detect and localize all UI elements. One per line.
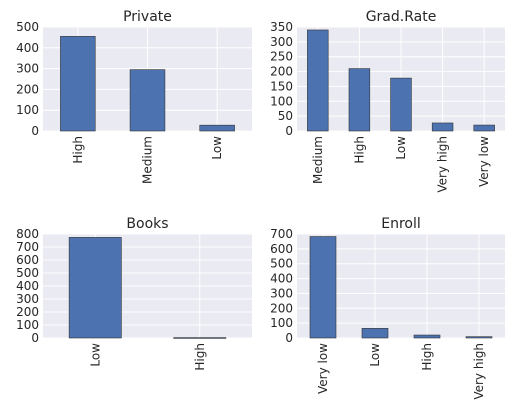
x-tick-label: High [71,136,85,164]
bar-medium [129,69,166,132]
x-tick-label: Low [368,343,382,367]
y-tick-label: 100 [270,94,293,108]
y-tick-label: 500 [16,266,39,280]
y-tick-label: 200 [16,82,39,96]
x-tick-label: Very high [436,136,450,193]
bar-very-high [431,122,454,132]
y-tick-label: 400 [270,272,293,286]
bar-high [60,36,96,132]
y-tick-label: 200 [270,65,293,79]
y-tick-label: 500 [16,20,39,34]
y-tick-label: 400 [16,41,39,55]
x-tick-label: Medium [141,136,155,184]
x-tick-label: High [193,343,207,371]
chart-title: Books [126,216,168,232]
x-tick-label: High [420,343,434,371]
y-tick-label: 300 [16,292,39,306]
x-tick-label: Very low [477,136,491,187]
bar-high [348,68,371,132]
x-tick-label: Medium [311,136,325,184]
bar-very-low [309,236,337,339]
y-tick-label: 300 [16,62,39,76]
y-tick-label: 150 [270,79,293,93]
y-tick-label: 100 [16,103,39,117]
bar-low [390,77,412,132]
y-tick-label: 0 [31,124,39,138]
y-tick-label: 600 [270,242,293,256]
y-tick-label: 0 [285,331,293,345]
chart-title: Enroll [381,216,421,232]
y-tick-label: 400 [16,279,39,293]
bar-high [173,337,227,339]
y-tick-label: 200 [16,305,39,319]
y-tick-label: 800 [16,227,39,241]
y-tick-label: 100 [16,318,39,332]
bar-very-high [465,336,493,339]
y-tick-label: 50 [278,109,293,123]
y-tick-label: 0 [285,124,293,138]
y-tick-label: 350 [270,20,293,34]
y-tick-label: 700 [270,227,293,241]
chart-title: Grad.Rate [366,9,437,25]
chart-title: Private [123,9,172,25]
x-tick-label: Low [210,136,224,160]
x-tick-label: High [352,136,366,164]
bar-low [361,328,389,339]
y-tick-label: 0 [31,331,39,345]
bar-medium [307,29,329,132]
y-tick-label: 600 [16,253,39,267]
y-tick-label: 500 [270,257,293,271]
y-tick-label: 250 [270,50,293,64]
bar-high [413,334,441,339]
chart-panel-0: 0 100 200 300 400 500 High Medium Low Private [16,9,252,184]
y-tick-label: 100 [270,316,293,330]
x-tick-label: Very low [316,343,330,394]
x-tick-label: Very high [472,343,486,400]
y-tick-label: 300 [270,286,293,300]
y-tick-label: 700 [16,240,39,254]
y-tick-label: 300 [270,35,293,49]
bar-low [199,124,235,132]
x-tick-label: Low [394,136,408,160]
x-tick-label: Low [88,343,102,367]
bar-low [68,237,122,339]
y-tick-label: 200 [270,301,293,315]
bar-very-low [473,124,495,132]
